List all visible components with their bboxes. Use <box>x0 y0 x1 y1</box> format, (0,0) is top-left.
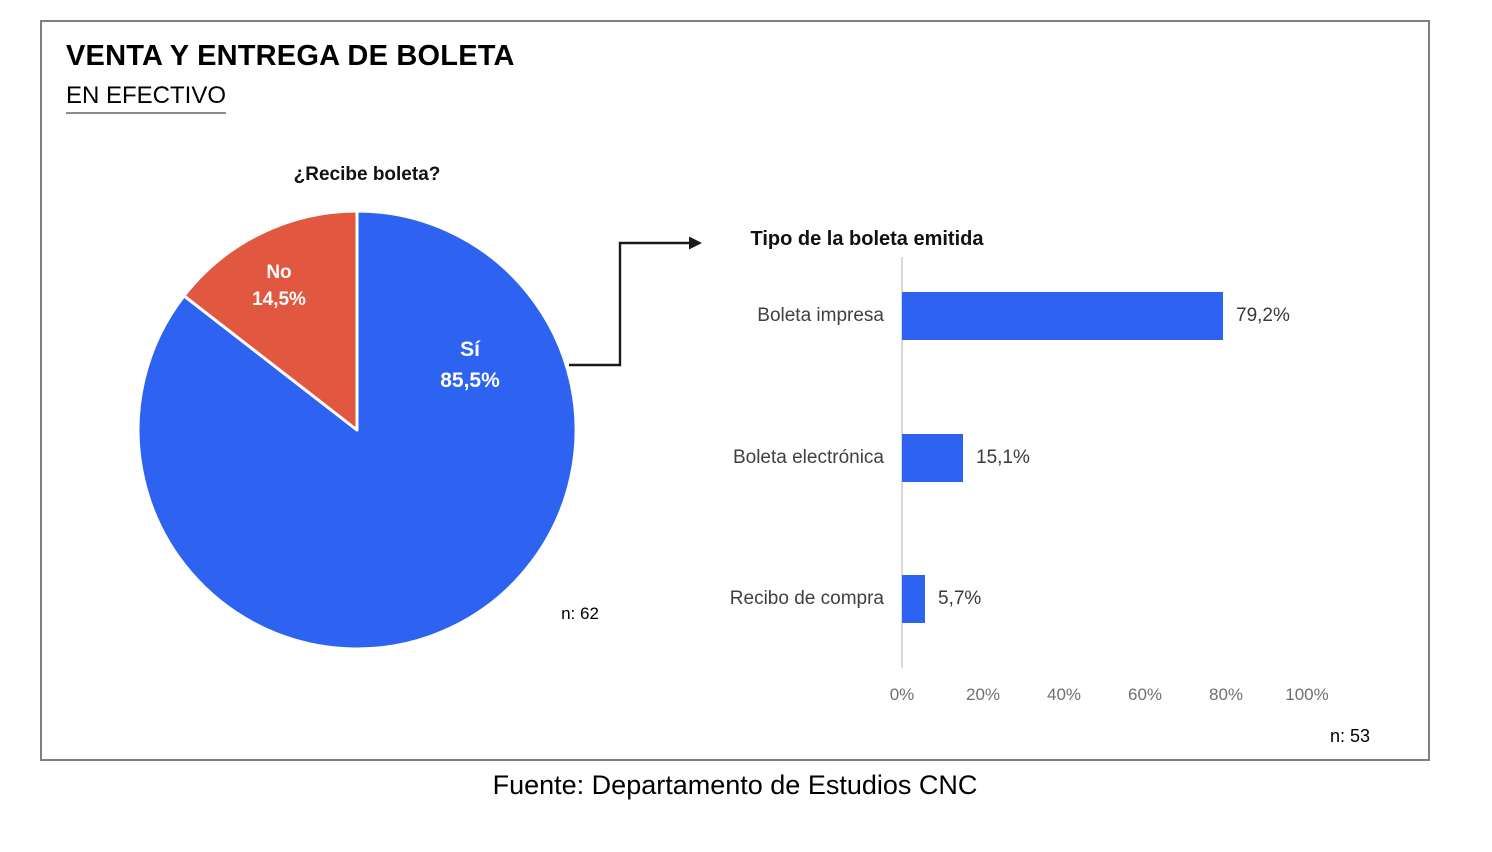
bar-value-label: 79,2% <box>1236 305 1290 326</box>
chart-frame: VENTA Y ENTREGA DE BOLETA EN EFECTIVO ¿R… <box>40 20 1430 761</box>
pie-label-si-value: 85,5% <box>440 369 500 392</box>
pie-label-no: No 14,5% <box>199 259 359 313</box>
bar-chart-title: Tipo de la boleta emitida <box>750 228 984 250</box>
pie-sample-size: n: 62 <box>561 604 599 623</box>
bar-boleta-electronica <box>902 434 963 482</box>
bar-boleta-impresa <box>902 292 1223 340</box>
pie-slice-no <box>182 209 359 432</box>
bar-value-label: 15,1% <box>976 447 1030 468</box>
pie-chart <box>136 209 578 651</box>
pie-label-no-name: No <box>266 262 292 283</box>
bar-category-label: Boleta electrónica <box>732 447 884 468</box>
x-tick: 0% <box>889 685 915 704</box>
page-subtitle-wrap: EN EFECTIVO <box>66 82 227 114</box>
page-subtitle: EN EFECTIVO <box>66 82 227 114</box>
bar-row-recibo-de-compra: Recibo de compra 5,7% <box>42 575 1428 623</box>
page-title: VENTA Y ENTREGA DE BOLETA <box>66 40 515 72</box>
bar-value-label: 5,7% <box>938 588 982 609</box>
bar-category-label: Recibo de compra <box>729 588 884 609</box>
x-tick: 20% <box>965 685 1001 704</box>
x-tick: 80% <box>1208 685 1244 704</box>
x-axis-tick-row: 0% 20% 40% 60% 80% 100% <box>42 685 1428 709</box>
bar-row-boleta-impresa: Boleta impresa 79,2% <box>42 292 1428 340</box>
source-caption: Fuente: Departamento de Estudios CNC <box>492 770 978 800</box>
bar-category-label: Boleta impresa <box>757 305 884 326</box>
pie-chart-title: ¿Recibe boleta? <box>293 164 441 185</box>
x-tick: 60% <box>1127 685 1163 704</box>
x-tick: 100% <box>1285 685 1329 704</box>
x-tick: 40% <box>1046 685 1082 704</box>
bar-row-boleta-electronica: Boleta electrónica 15,1% <box>42 434 1428 482</box>
pie-label-si: Sí 85,5% <box>390 334 550 396</box>
arrow-connector-icon <box>569 236 702 367</box>
bar-recibo-de-compra <box>902 575 925 623</box>
bar-sample-size: n: 53 <box>1329 726 1370 746</box>
pie-label-si-name: Sí <box>460 338 480 361</box>
pie-label-no-value: 14,5% <box>252 289 306 310</box>
